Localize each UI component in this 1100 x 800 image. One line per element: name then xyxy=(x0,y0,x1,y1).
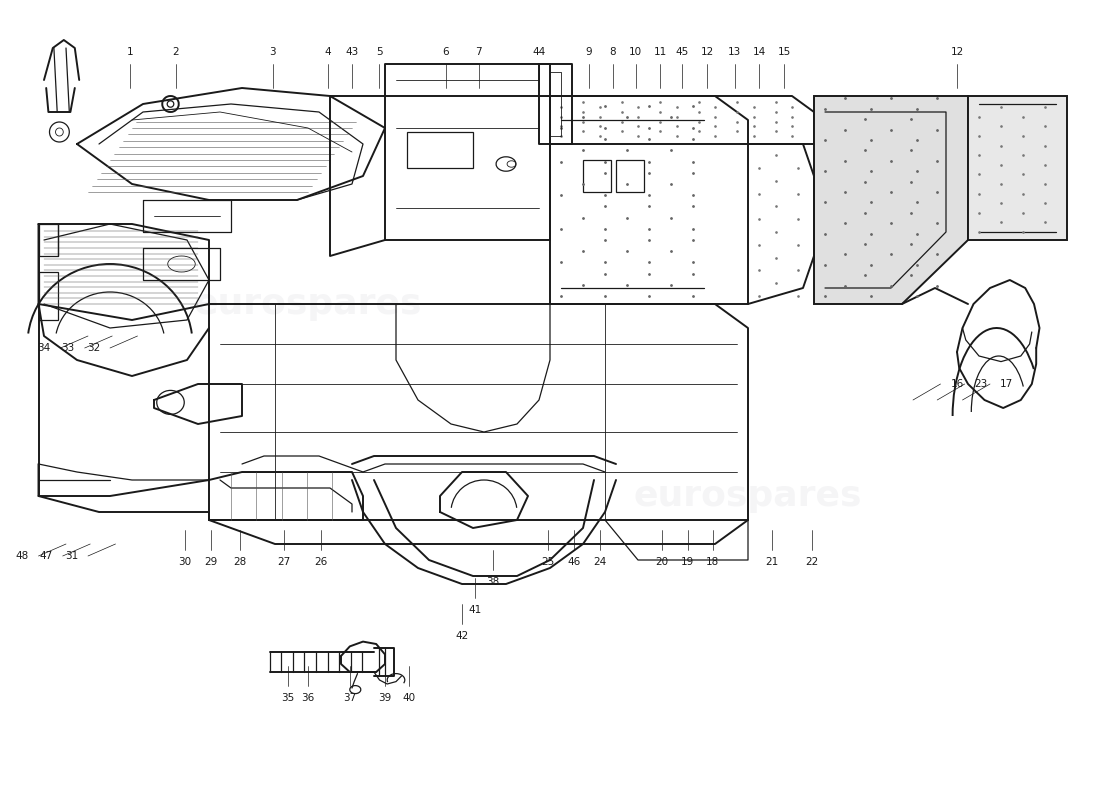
Text: 31: 31 xyxy=(65,551,78,561)
Text: 15: 15 xyxy=(778,47,791,57)
Text: 3: 3 xyxy=(270,47,276,57)
Text: 1: 1 xyxy=(126,47,133,57)
Bar xyxy=(39,272,58,320)
Text: 22: 22 xyxy=(805,557,818,566)
Text: 24: 24 xyxy=(593,557,606,566)
Text: 34: 34 xyxy=(37,343,51,353)
Text: 23: 23 xyxy=(975,379,988,389)
Text: 10: 10 xyxy=(629,47,642,57)
Text: eurospares: eurospares xyxy=(634,479,862,513)
Text: 36: 36 xyxy=(301,693,315,702)
Text: 28: 28 xyxy=(233,557,246,566)
Text: 13: 13 xyxy=(728,47,741,57)
Text: 7: 7 xyxy=(475,47,482,57)
Text: 48: 48 xyxy=(15,551,29,561)
Text: 9: 9 xyxy=(585,47,592,57)
Text: 41: 41 xyxy=(469,605,482,614)
Text: eurospares: eurospares xyxy=(194,287,422,321)
Text: 27: 27 xyxy=(277,557,290,566)
Text: 8: 8 xyxy=(609,47,616,57)
Text: 19: 19 xyxy=(681,557,694,566)
Text: 46: 46 xyxy=(568,557,581,566)
Text: 14: 14 xyxy=(752,47,766,57)
Bar xyxy=(583,160,610,192)
Text: 29: 29 xyxy=(205,557,218,566)
Text: 37: 37 xyxy=(343,693,356,702)
Bar xyxy=(616,160,644,192)
Text: 5: 5 xyxy=(376,47,383,57)
Text: 12: 12 xyxy=(950,47,964,57)
Text: 38: 38 xyxy=(486,578,499,587)
Text: 16: 16 xyxy=(950,379,964,389)
Text: 44: 44 xyxy=(532,47,546,57)
Text: 30: 30 xyxy=(178,557,191,566)
Text: 35: 35 xyxy=(282,693,295,702)
Polygon shape xyxy=(968,96,1067,240)
Text: 39: 39 xyxy=(378,693,392,702)
Text: 47: 47 xyxy=(40,551,53,561)
Text: 42: 42 xyxy=(455,631,469,641)
Text: 2: 2 xyxy=(173,47,179,57)
Text: 17: 17 xyxy=(1000,379,1013,389)
Text: 12: 12 xyxy=(701,47,714,57)
Text: 43: 43 xyxy=(345,47,359,57)
Text: 21: 21 xyxy=(766,557,779,566)
Bar xyxy=(39,224,58,256)
Text: 4: 4 xyxy=(324,47,331,57)
Bar xyxy=(407,132,473,168)
Text: 40: 40 xyxy=(403,693,416,702)
Text: 45: 45 xyxy=(675,47,689,57)
Text: 25: 25 xyxy=(541,557,554,566)
Text: 6: 6 xyxy=(442,47,449,57)
Text: 20: 20 xyxy=(656,557,669,566)
Text: 32: 32 xyxy=(87,343,100,353)
Text: 18: 18 xyxy=(706,557,719,566)
Text: 33: 33 xyxy=(62,343,75,353)
Text: 26: 26 xyxy=(315,557,328,566)
Text: 11: 11 xyxy=(653,47,667,57)
Polygon shape xyxy=(814,96,968,304)
